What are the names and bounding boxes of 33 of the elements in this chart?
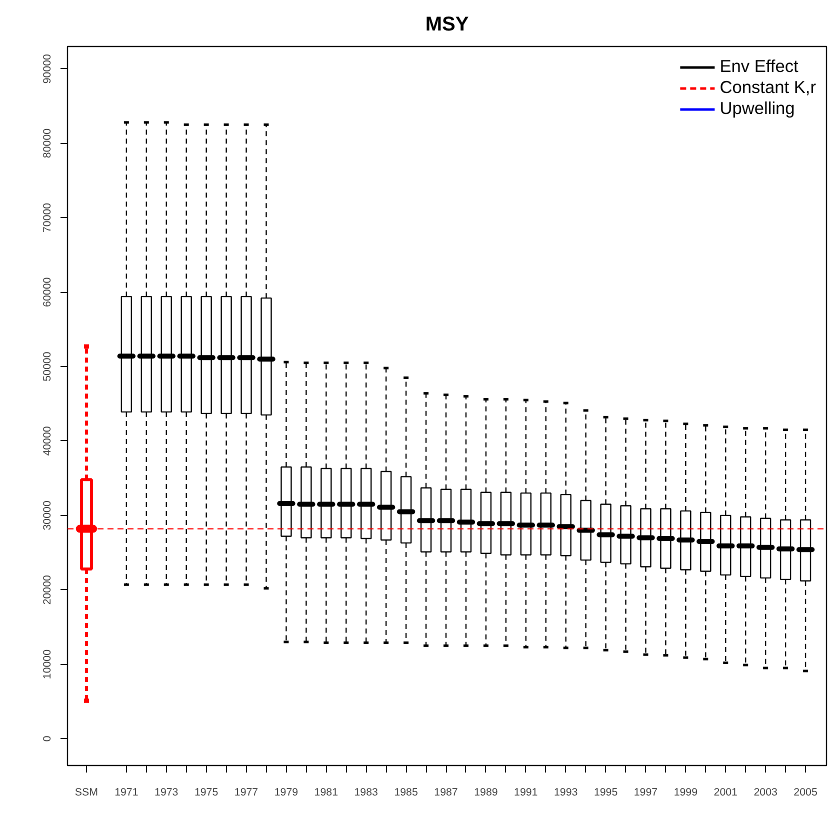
legend-label: Constant K,r [720, 77, 816, 98]
x-tick-label: SSM [74, 786, 98, 798]
y-tick-label: 70000 [42, 202, 54, 233]
x-tick-label: 2001 [714, 786, 738, 798]
legend-label: Env Effect [720, 56, 798, 77]
x-tick-label: 1991 [514, 786, 538, 798]
y-tick-label: 40000 [42, 426, 54, 456]
y-tick-label: 0 [42, 736, 54, 742]
x-tick-label: 1987 [434, 786, 458, 798]
x-tick-label: 1997 [634, 786, 658, 798]
x-tick-label: 2005 [794, 786, 818, 798]
y-tick-label: 80000 [42, 128, 54, 158]
x-tick-label: 1973 [154, 786, 178, 798]
y-tick-label: 30000 [42, 500, 54, 530]
x-tick-label: 2003 [754, 786, 778, 798]
x-tick-label: 1983 [354, 786, 378, 798]
x-tick-label: 1981 [314, 786, 338, 798]
y-tick-label: 90000 [42, 54, 54, 84]
x-tick-label: 1995 [594, 786, 618, 798]
x-tick-label: 1979 [274, 786, 298, 798]
x-tick-label: 1977 [234, 786, 258, 798]
y-tick-label: 10000 [42, 649, 54, 680]
x-tick-label: 1989 [474, 786, 498, 798]
y-tick-label: 50000 [42, 352, 54, 382]
y-tick-label: 60000 [42, 277, 54, 307]
x-tick-label: 1985 [394, 786, 418, 798]
x-tick-label: 1999 [674, 786, 698, 798]
x-tick-label: 1993 [554, 786, 578, 798]
legend-label: Upwelling [720, 98, 795, 119]
chart-title: MSY [425, 14, 470, 36]
x-tick-label: 1975 [194, 786, 218, 798]
y-tick-label: 20000 [42, 574, 54, 605]
x-tick-label: 1971 [114, 786, 138, 798]
